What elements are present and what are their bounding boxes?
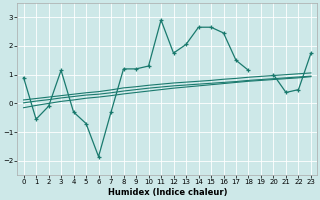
X-axis label: Humidex (Indice chaleur): Humidex (Indice chaleur) bbox=[108, 188, 227, 197]
